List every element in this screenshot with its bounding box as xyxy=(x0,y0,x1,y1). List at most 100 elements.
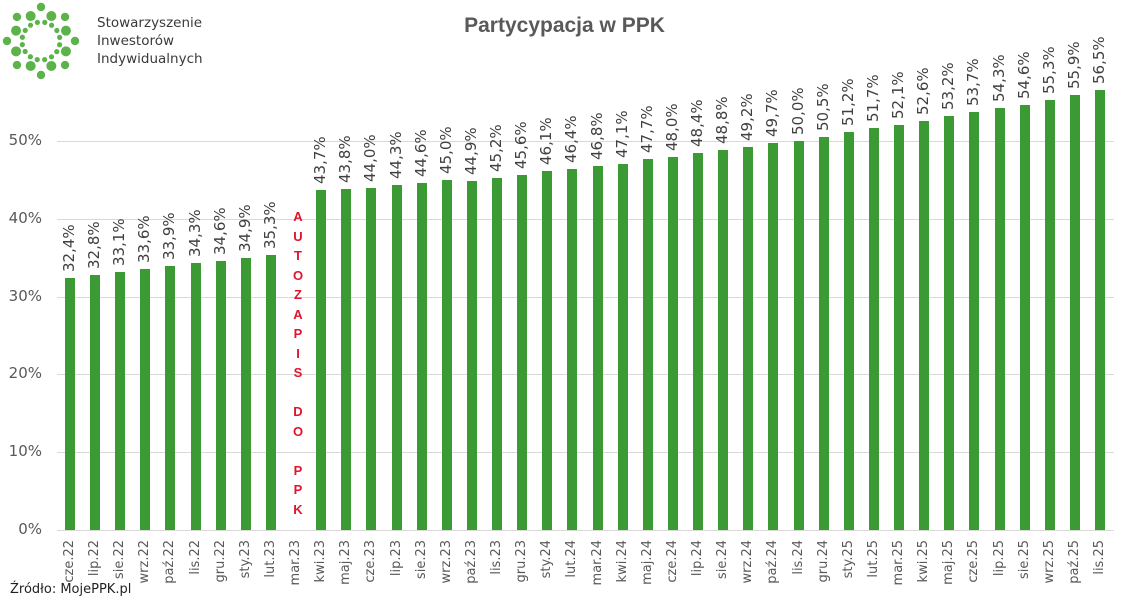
x-axis-label: wrz.23 xyxy=(439,540,454,584)
bar xyxy=(140,269,150,530)
x-axis-label: paź.25 xyxy=(1067,540,1082,584)
x-axis-label: paź.22 xyxy=(162,540,177,584)
data-label: 34,9% xyxy=(236,204,254,252)
data-label: 48,4% xyxy=(688,99,706,147)
data-label: 45,6% xyxy=(512,121,530,169)
x-axis-label: maj.23 xyxy=(338,540,353,585)
bar xyxy=(794,141,804,530)
x-axis-label: sty.23 xyxy=(238,540,253,579)
bar xyxy=(819,137,829,530)
data-label: 51,7% xyxy=(864,74,882,122)
data-label: 35,3% xyxy=(261,201,279,249)
x-axis-label: lis.22 xyxy=(188,540,203,575)
data-label: 43,8% xyxy=(336,135,354,183)
data-label: 55,3% xyxy=(1040,46,1058,94)
bar xyxy=(191,263,201,530)
data-label: 46,4% xyxy=(562,115,580,163)
data-label: 50,0% xyxy=(789,87,807,135)
annotation-letter: D xyxy=(293,404,303,419)
data-label: 55,9% xyxy=(1065,41,1083,89)
x-axis-label: gru.24 xyxy=(816,540,831,583)
x-axis-label: kwi.25 xyxy=(916,540,931,583)
bar xyxy=(1095,90,1105,530)
data-label: 44,0% xyxy=(361,134,379,182)
x-axis-label: lut.24 xyxy=(564,540,579,578)
logo-line-1: Stowarzyszenie xyxy=(97,15,203,31)
x-axis-label: gru.23 xyxy=(514,540,529,583)
data-label: 47,1% xyxy=(613,110,631,158)
x-axis-label: lis.25 xyxy=(1092,540,1107,575)
x-axis-label: lip.23 xyxy=(389,540,404,577)
data-label: 53,7% xyxy=(964,58,982,106)
logo-line-2: Inwestorów xyxy=(97,33,175,49)
x-axis-label: sie.23 xyxy=(414,540,429,580)
data-label: 49,2% xyxy=(738,93,756,141)
x-axis-label: lip.25 xyxy=(992,540,1007,577)
x-axis-label: cze.25 xyxy=(966,540,981,583)
data-label: 33,1% xyxy=(110,218,128,266)
bar xyxy=(969,112,979,530)
source-note: Źródło: MojePPK.pl xyxy=(10,582,132,597)
bar xyxy=(165,266,175,530)
gridline xyxy=(57,297,1114,298)
gridline xyxy=(57,141,1114,142)
data-label: 32,4% xyxy=(60,224,78,272)
y-axis-tick: 20% xyxy=(8,364,42,382)
bar xyxy=(668,157,678,530)
annotation-letter: T xyxy=(294,248,302,263)
gridline xyxy=(57,530,1114,531)
annotation-letter: K xyxy=(293,501,303,517)
bar xyxy=(567,169,577,530)
bar xyxy=(1020,105,1030,530)
bar xyxy=(768,143,778,530)
x-axis-label: kwi.24 xyxy=(615,540,630,583)
annotation-letter: U xyxy=(293,228,303,244)
chart-title: Partycypacja w PPK xyxy=(464,14,665,37)
x-axis-label: maj.25 xyxy=(941,540,956,585)
x-axis-label: maj.24 xyxy=(640,540,655,585)
bar xyxy=(417,183,427,530)
x-axis-label: gru.22 xyxy=(213,540,228,583)
logo-text: Stowarzyszenie Inwestorów Indywidualnych xyxy=(97,14,203,68)
data-label: 44,6% xyxy=(412,129,430,177)
data-label: 50,5% xyxy=(814,83,832,131)
data-label: 54,6% xyxy=(1015,51,1033,99)
bar xyxy=(693,153,703,530)
data-label: 46,8% xyxy=(588,112,606,160)
annotation-letter: Z xyxy=(294,287,302,302)
data-label: 52,6% xyxy=(914,67,932,115)
x-axis-label: lip.24 xyxy=(690,540,705,577)
bar xyxy=(316,190,326,530)
x-axis-label: wrz.22 xyxy=(137,540,152,584)
data-label: 43,7% xyxy=(311,136,329,184)
bar xyxy=(995,108,1005,530)
data-label: 32,8% xyxy=(85,221,103,269)
data-label: 53,2% xyxy=(939,62,957,110)
x-axis-label: kwi.23 xyxy=(313,540,328,583)
data-label: 44,9% xyxy=(462,127,480,175)
logo-line-3: Indywidualnych xyxy=(97,51,203,67)
x-axis-label: lis.23 xyxy=(489,540,504,575)
x-axis-label: wrz.24 xyxy=(740,540,755,584)
gridline xyxy=(57,219,1114,220)
x-axis-label: sie.24 xyxy=(715,540,730,580)
bar xyxy=(643,159,653,530)
bar xyxy=(894,125,904,530)
bar xyxy=(216,261,226,530)
bar xyxy=(341,189,351,530)
data-label: 33,9% xyxy=(160,212,178,260)
data-label: 34,6% xyxy=(211,207,229,255)
x-axis-label: lut.23 xyxy=(263,540,278,578)
bar xyxy=(442,180,452,530)
y-axis-tick: 50% xyxy=(8,131,42,149)
bar xyxy=(618,164,628,530)
bar xyxy=(1045,100,1055,530)
x-axis-label: lut.25 xyxy=(866,540,881,578)
data-label: 47,7% xyxy=(638,105,656,153)
bar xyxy=(366,188,376,530)
bar xyxy=(492,178,502,530)
bar xyxy=(517,175,527,530)
annotation-letter xyxy=(291,383,305,403)
organization-logo: Stowarzyszenie Inwestorów Indywidualnych xyxy=(0,0,260,85)
